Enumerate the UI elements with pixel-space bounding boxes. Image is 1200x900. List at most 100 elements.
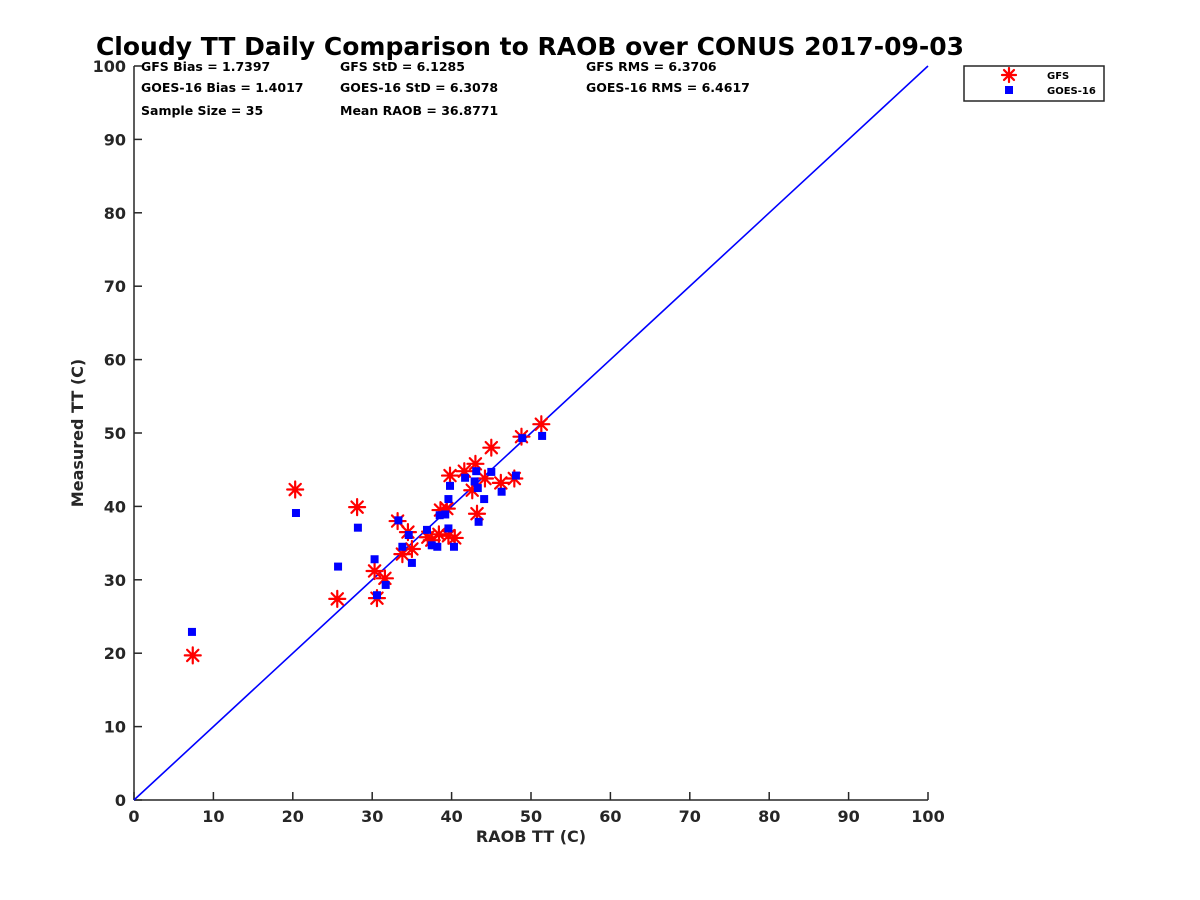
goes16-point bbox=[372, 591, 381, 600]
gfs-point bbox=[466, 454, 485, 473]
gfs-point bbox=[455, 462, 474, 481]
goes16-point bbox=[334, 562, 343, 571]
goes16-point bbox=[353, 523, 362, 532]
y-tick-label: 40 bbox=[104, 497, 126, 516]
legend-gfs-marker-icon bbox=[1000, 66, 1018, 84]
stat-goes16-std: GOES-16 StD = 6.3078 bbox=[340, 80, 498, 95]
gfs-point bbox=[393, 545, 412, 564]
gfs-point bbox=[491, 473, 510, 493]
gfs-point bbox=[532, 415, 551, 434]
legend-gfs-asterisk bbox=[1000, 66, 1018, 84]
gfs-point bbox=[328, 589, 347, 608]
gfs-point bbox=[422, 531, 441, 550]
x-tick-label: 80 bbox=[758, 807, 780, 826]
y-tick-label: 100 bbox=[93, 57, 126, 76]
goes16-point bbox=[187, 627, 196, 636]
gfs-point bbox=[439, 526, 458, 545]
y-tick-label: 80 bbox=[104, 204, 126, 223]
legend: GFS GOES-16 bbox=[963, 65, 1105, 102]
stat-gfs-std: GFS StD = 6.1285 bbox=[340, 59, 465, 74]
x-tick-label: 100 bbox=[911, 807, 944, 826]
gfs-point bbox=[429, 525, 448, 544]
x-axis-label: RAOB TT (C) bbox=[476, 827, 586, 846]
gfs-point bbox=[463, 481, 482, 500]
goes16-point bbox=[433, 542, 442, 551]
x-tick-label: 10 bbox=[202, 807, 224, 826]
y-ticks: 0 10 20 30 40 50 60 70 80 90 100 bbox=[93, 57, 142, 810]
goes16-point bbox=[449, 542, 458, 551]
goes16-point bbox=[461, 473, 470, 482]
y-tick-label: 20 bbox=[104, 644, 126, 663]
series-gfs bbox=[183, 415, 551, 665]
y-tick-label: 70 bbox=[104, 277, 126, 296]
goes16-point bbox=[511, 471, 520, 480]
goes16-point bbox=[518, 434, 527, 443]
goes16-point bbox=[487, 467, 496, 476]
x-tick-label: 50 bbox=[520, 807, 542, 826]
goes16-point bbox=[473, 484, 482, 493]
goes16-point bbox=[446, 481, 455, 490]
gfs-point bbox=[482, 438, 501, 457]
x-ticks: 0 10 20 30 40 50 60 70 80 90 100 bbox=[128, 792, 945, 826]
stat-mean-raob: Mean RAOB = 36.8771 bbox=[340, 103, 498, 118]
stat-sample-size: Sample Size = 35 bbox=[141, 103, 263, 118]
goes16-point bbox=[427, 541, 436, 550]
goes16-point bbox=[444, 495, 453, 504]
goes16-point bbox=[422, 525, 431, 534]
goes16-point bbox=[291, 509, 300, 518]
goes16-point bbox=[441, 510, 450, 519]
legend-goes16-square bbox=[1005, 86, 1013, 94]
series-goes16 bbox=[187, 431, 547, 636]
y-tick-label: 60 bbox=[104, 351, 126, 370]
stat-gfs-bias: GFS Bias = 1.7397 bbox=[141, 59, 270, 74]
goes16-point bbox=[497, 487, 506, 496]
gfs-point bbox=[348, 498, 367, 517]
legend-label-goes16: GOES-16 bbox=[1047, 86, 1096, 97]
gfs-point bbox=[286, 480, 305, 499]
y-tick-label: 50 bbox=[104, 424, 126, 443]
goes16-point bbox=[398, 542, 407, 551]
gfs-point bbox=[365, 561, 384, 581]
gfs-point bbox=[475, 469, 495, 488]
gfs-point bbox=[467, 504, 487, 523]
goes16-point bbox=[394, 516, 403, 525]
legend-box bbox=[963, 65, 1105, 102]
goes16-point bbox=[470, 477, 479, 486]
x-tick-label: 70 bbox=[679, 807, 701, 826]
goes16-point bbox=[370, 555, 379, 564]
x-tick-label: 90 bbox=[837, 807, 859, 826]
gfs-point bbox=[431, 500, 450, 520]
gfs-point bbox=[183, 646, 202, 665]
goes16-point bbox=[472, 467, 481, 476]
stat-goes16-rms: GOES-16 RMS = 6.4617 bbox=[586, 80, 750, 95]
one-to-one-line bbox=[133, 65, 929, 801]
goes16-point bbox=[480, 495, 489, 504]
legend-label-gfs: GFS bbox=[1047, 71, 1069, 82]
stat-gfs-rms: GFS RMS = 6.3706 bbox=[586, 59, 717, 74]
x-tick-label: 40 bbox=[440, 807, 462, 826]
goes16-point bbox=[435, 511, 444, 520]
y-tick-label: 30 bbox=[104, 571, 126, 590]
y-tick-label: 90 bbox=[104, 130, 126, 149]
stats-panel: GFS Bias = 1.7397 GFS StD = 6.1285 GFS R… bbox=[141, 59, 750, 118]
goes16-point bbox=[444, 524, 453, 533]
x-tick-label: 0 bbox=[128, 807, 139, 826]
gfs-point bbox=[445, 528, 464, 548]
gfs-point bbox=[437, 499, 456, 518]
x-tick-label: 20 bbox=[282, 807, 304, 826]
x-tick-label: 30 bbox=[361, 807, 383, 826]
gfs-point bbox=[440, 466, 460, 485]
stat-goes16-bias: GOES-16 Bias = 1.4017 bbox=[141, 80, 303, 95]
goes16-point bbox=[474, 517, 483, 526]
chart-title: Cloudy TT Daily Comparison to RAOB over … bbox=[96, 32, 964, 61]
y-tick-label: 0 bbox=[115, 791, 126, 810]
goes16-point bbox=[381, 580, 390, 589]
goes16-point bbox=[407, 558, 416, 567]
goes16-point bbox=[404, 531, 413, 540]
legend-goes16-marker-icon bbox=[1005, 86, 1013, 94]
x-tick-label: 60 bbox=[599, 807, 621, 826]
goes16-point bbox=[538, 431, 547, 440]
gfs-point bbox=[402, 539, 421, 559]
y-tick-label: 10 bbox=[104, 718, 126, 737]
